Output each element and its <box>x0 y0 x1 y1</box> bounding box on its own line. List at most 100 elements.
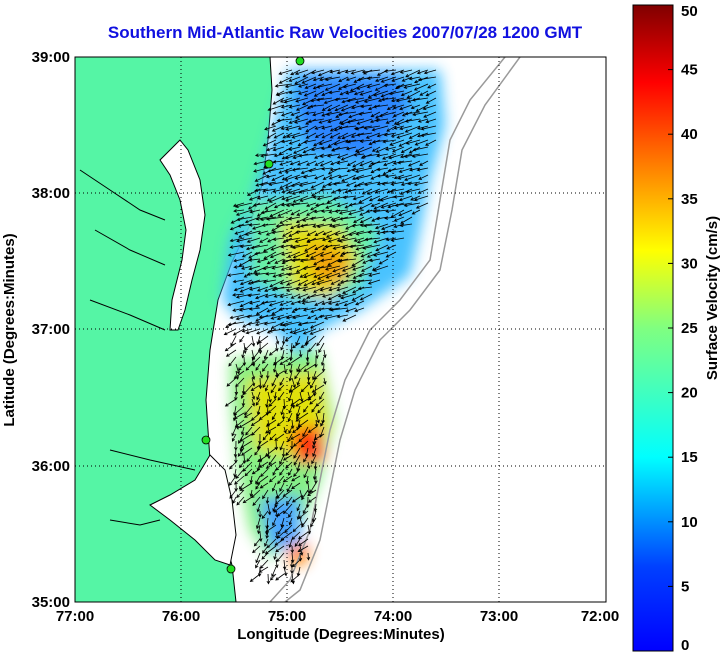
velocity-arrow <box>413 181 429 187</box>
velocity-arrow <box>310 517 317 528</box>
radar-site-marker <box>264 159 274 169</box>
velocity-arrow <box>338 111 357 116</box>
x-tick-label: 74:00 <box>374 608 412 625</box>
velocity-arrow <box>378 111 397 118</box>
velocity-arrow <box>352 195 365 201</box>
velocity-arrow <box>411 209 421 215</box>
velocity-arrow <box>399 125 413 131</box>
velocity-arrow <box>290 223 301 230</box>
velocity-arrow <box>264 293 277 298</box>
velocity-arrow <box>239 335 245 343</box>
velocity-arrow <box>311 405 317 413</box>
velocity-arrow <box>313 370 325 380</box>
velocity-arrow <box>353 153 365 157</box>
velocity-arrow <box>278 307 293 311</box>
velocity-arrow <box>324 83 341 91</box>
velocity-arrow <box>274 83 293 88</box>
velocity-arrow <box>405 139 421 145</box>
velocity-arrow <box>375 111 389 119</box>
velocity-arrow <box>376 153 389 158</box>
velocity-arrow <box>276 419 285 427</box>
velocity-arrow <box>383 132 397 137</box>
velocity-arrow <box>386 125 397 132</box>
velocity-arrow <box>262 139 277 147</box>
velocity-arrow <box>310 377 317 389</box>
velocity-arrow <box>271 265 285 270</box>
velocity-arrow <box>288 118 301 124</box>
velocity-arrow <box>272 468 277 476</box>
velocity-arrow <box>269 251 285 259</box>
velocity-arrow <box>358 111 373 116</box>
velocity-arrow <box>259 237 269 243</box>
velocity-arrow <box>268 349 277 356</box>
velocity-arrow <box>304 447 309 458</box>
river-james <box>89 299 166 331</box>
velocity-arrow <box>265 174 277 179</box>
velocity-arrow <box>284 153 301 160</box>
velocity-arrow <box>257 440 269 449</box>
velocity-arrow <box>291 475 301 482</box>
velocity-arrow <box>238 230 253 238</box>
velocity-arrow <box>388 90 405 96</box>
velocity-arrow <box>314 244 325 250</box>
velocity-arrow <box>291 258 309 263</box>
velocity-arrow <box>309 216 325 221</box>
velocity-arrow <box>336 202 349 208</box>
velocity-arrow <box>291 398 296 409</box>
velocity-arrow <box>248 258 261 262</box>
velocity-arrow <box>366 83 381 89</box>
velocity-arrow <box>274 538 285 546</box>
velocity-arrow <box>244 468 253 477</box>
velocity-arrow <box>417 118 429 123</box>
velocity-arrow <box>289 363 293 374</box>
velocity-arrow <box>327 139 341 148</box>
velocity-arrow <box>276 531 285 539</box>
velocity-arrow <box>415 104 429 112</box>
velocity-arrow <box>319 188 333 192</box>
velocity-arrow <box>382 153 397 160</box>
velocity-arrow <box>235 363 240 375</box>
velocity-arrow <box>342 314 357 322</box>
velocity-arrow <box>288 391 293 402</box>
velocity-arrow <box>299 223 317 228</box>
velocity-arrow <box>309 482 317 494</box>
velocity-arrow <box>249 573 261 583</box>
velocity-arrow <box>337 188 349 193</box>
velocity-arrow <box>416 69 429 75</box>
velocity-arrow <box>329 125 341 132</box>
velocity-arrow <box>306 209 317 216</box>
velocity-arrow <box>320 258 333 263</box>
velocity-arrow <box>288 216 301 221</box>
velocity-arrow <box>293 468 301 477</box>
velocity-arrow <box>298 83 309 88</box>
velocity-arrow <box>364 237 381 242</box>
velocity-arrow <box>280 342 285 351</box>
velocity-arrow <box>425 90 437 97</box>
velocity-arrow <box>241 328 253 333</box>
velocity-arrow <box>288 370 293 382</box>
velocity-arrow <box>290 209 301 216</box>
velocity-arrow <box>282 230 293 237</box>
velocity-arrow <box>410 195 421 201</box>
velocity-arrow <box>339 279 357 284</box>
velocity-arrow <box>257 524 261 535</box>
velocity-arrow <box>268 181 285 186</box>
velocity-arrow <box>295 398 309 407</box>
velocity-arrow <box>339 216 357 221</box>
velocity-arrow <box>241 447 253 456</box>
velocity-arrow <box>259 370 263 379</box>
velocity-arrow <box>317 69 333 77</box>
velocity-arrow <box>400 216 413 224</box>
velocity-arrow <box>358 195 373 204</box>
velocity-arrow <box>328 174 341 180</box>
velocity-arrow <box>340 104 357 112</box>
velocity-arrow <box>241 349 245 359</box>
velocity-arrow <box>370 160 389 166</box>
velocity-arrow <box>364 181 381 187</box>
velocity-arrow <box>300 342 309 348</box>
velocity-arrow <box>425 139 437 146</box>
velocity-arrow <box>354 307 365 313</box>
velocity-arrow <box>312 111 325 117</box>
velocity-arrow <box>233 468 237 478</box>
